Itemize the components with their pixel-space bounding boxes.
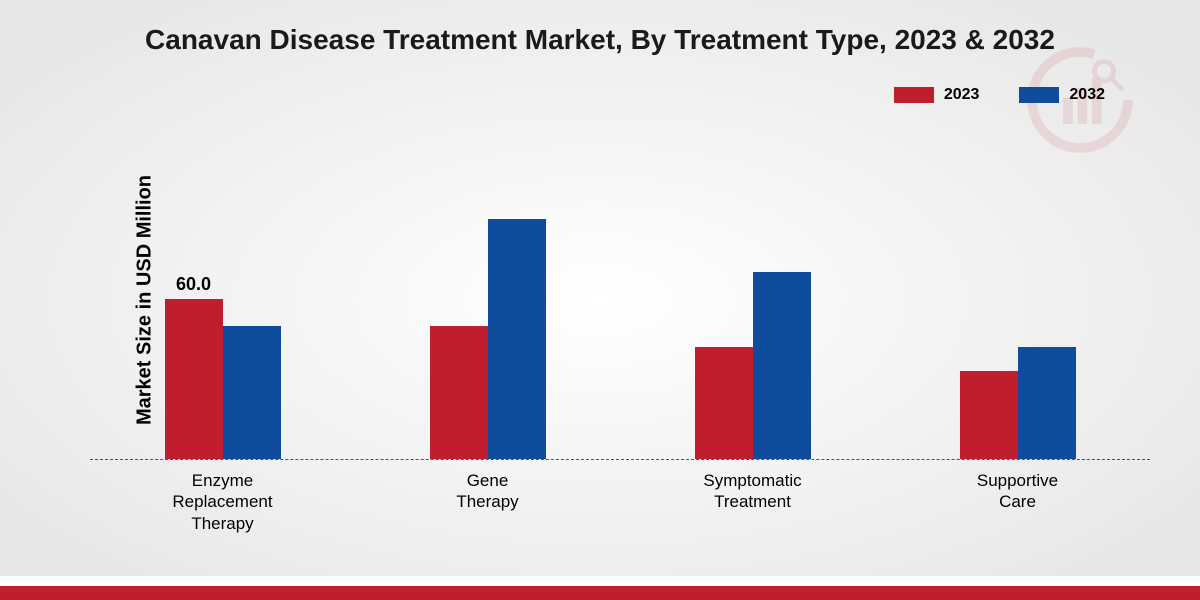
bar-2032-0 — [223, 326, 281, 459]
bar-2032-2 — [753, 272, 811, 459]
bar-group-3 — [960, 347, 1076, 459]
bar-value-label: 60.0 — [165, 274, 223, 299]
footer-red — [0, 586, 1200, 600]
x-label-1: Gene Therapy — [388, 470, 588, 534]
x-axis-labels: Enzyme Replacement Therapy Gene Therapy … — [90, 470, 1150, 534]
bar-2023-0: 60.0 — [165, 299, 223, 459]
bar-2023-2 — [695, 347, 753, 459]
legend-label-2032: 2032 — [1069, 86, 1105, 104]
footer-white — [0, 576, 1200, 586]
legend-item-2032: 2032 — [1019, 86, 1105, 104]
plot-area: 60.0 — [90, 140, 1150, 460]
footer-band — [0, 576, 1200, 600]
bar-group-2 — [695, 272, 811, 459]
x-label-0: Enzyme Replacement Therapy — [123, 470, 323, 534]
x-label-3: Supportive Care — [918, 470, 1118, 534]
legend-item-2023: 2023 — [894, 86, 980, 104]
x-label-2: Symptomatic Treatment — [653, 470, 853, 534]
legend-label-2023: 2023 — [944, 86, 980, 104]
bar-2023-1 — [430, 326, 488, 459]
bar-2032-1 — [488, 219, 546, 459]
bar-2032-3 — [1018, 347, 1076, 459]
bar-group-0: 60.0 — [165, 299, 281, 459]
bar-groups: 60.0 — [90, 140, 1150, 459]
chart-title: Canavan Disease Treatment Market, By Tre… — [0, 24, 1200, 56]
legend: 2023 2032 — [894, 86, 1105, 104]
chart-container: Canavan Disease Treatment Market, By Tre… — [0, 0, 1200, 600]
legend-swatch-2032 — [1019, 87, 1059, 103]
bar-group-1 — [430, 219, 546, 459]
legend-swatch-2023 — [894, 87, 934, 103]
bar-2023-3 — [960, 371, 1018, 459]
